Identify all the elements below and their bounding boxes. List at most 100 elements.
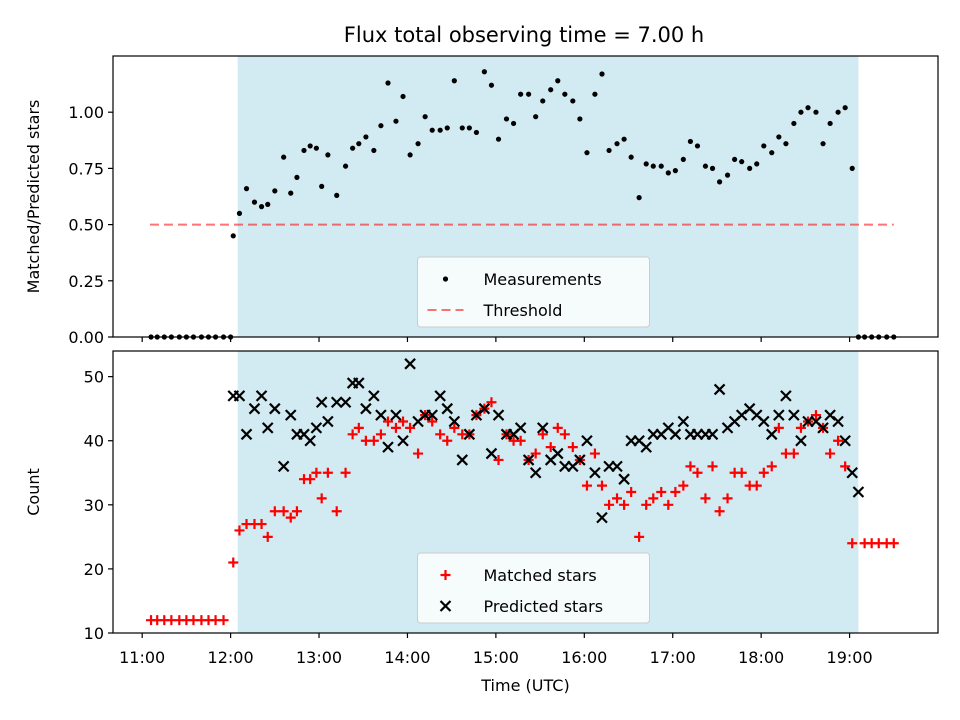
data-point — [700, 493, 711, 504]
data-point — [363, 134, 369, 140]
data-point — [849, 165, 855, 171]
data-point — [656, 487, 667, 497]
data-point — [385, 80, 391, 86]
data-point — [581, 480, 592, 491]
data-point — [581, 434, 593, 447]
data-point — [265, 201, 271, 207]
legend-box — [417, 256, 650, 328]
data-point — [492, 409, 505, 421]
series-matched-stars — [146, 397, 899, 626]
data-point — [285, 512, 296, 523]
legend-label: Measurements — [484, 270, 602, 289]
data-point — [835, 109, 841, 115]
data-point — [555, 78, 561, 84]
data-point — [449, 422, 460, 433]
data-point — [390, 409, 402, 421]
legend: Matched stars Predicted stars — [417, 552, 650, 624]
data-point — [732, 156, 738, 163]
data-point — [243, 186, 250, 192]
data-point — [378, 123, 384, 129]
y-tick-label: 1.00 — [68, 103, 104, 122]
data-point — [383, 416, 393, 427]
data-point — [713, 383, 726, 396]
data-point — [536, 422, 549, 434]
data-point — [545, 442, 556, 453]
data-point — [813, 109, 819, 115]
data-point — [277, 460, 290, 473]
data-point — [240, 428, 253, 441]
data-point — [478, 402, 491, 415]
y-tick-label: 30 — [84, 496, 104, 515]
data-point — [559, 429, 570, 440]
data-point — [765, 428, 778, 441]
data-point — [301, 147, 307, 154]
data-point — [694, 143, 701, 149]
data-point — [599, 71, 605, 77]
data-point — [473, 129, 480, 136]
data-point — [269, 506, 280, 517]
data-point — [634, 531, 645, 542]
data-point — [570, 98, 576, 104]
data-point — [442, 435, 453, 446]
data-point — [315, 396, 328, 409]
data-point — [795, 422, 806, 433]
data-point — [466, 125, 472, 131]
data-point — [606, 147, 612, 154]
data-point — [304, 434, 316, 447]
data-point — [413, 448, 424, 459]
data-point — [251, 199, 258, 205]
count-panel: 10 20 30 40 50 11:00 12:00 13:00 14:00 15:00 16:00… — [24, 350, 939, 695]
data-point — [687, 138, 694, 145]
data-point — [672, 168, 678, 174]
data-point — [407, 152, 413, 158]
x-tick-label: 14:00 — [384, 648, 430, 667]
data-point — [322, 415, 334, 428]
data-point — [614, 141, 620, 147]
data-point — [670, 487, 681, 497]
data-point — [537, 429, 548, 440]
data-point — [596, 480, 607, 491]
data-point — [262, 531, 273, 542]
data-point — [493, 454, 504, 465]
data-point — [567, 442, 578, 453]
data-point — [533, 114, 539, 120]
data-point — [347, 429, 358, 440]
data-point — [405, 422, 416, 433]
data-point — [514, 422, 527, 434]
data-point — [485, 447, 498, 460]
data-point — [459, 125, 465, 131]
data-point — [481, 69, 487, 75]
data-point — [503, 116, 510, 122]
data-point — [709, 165, 716, 171]
data-point — [353, 377, 365, 389]
data-point — [736, 467, 747, 478]
data-point — [611, 460, 623, 473]
x-tick-label: 11:00 — [119, 648, 165, 667]
y-axis-label: Matched/Predicted stars — [24, 100, 43, 294]
data-point — [435, 429, 446, 440]
legend-label: Predicted stars — [484, 597, 604, 616]
data-point — [791, 120, 797, 127]
data-point — [724, 172, 731, 178]
y-tick-label: 50 — [84, 368, 104, 387]
data-point — [233, 390, 246, 402]
data-point — [330, 396, 343, 409]
data-point — [833, 435, 844, 446]
data-point — [562, 91, 568, 97]
data-point — [621, 136, 627, 142]
data-point — [375, 409, 387, 421]
data-point — [371, 147, 377, 154]
data-point — [437, 127, 443, 133]
data-point — [758, 467, 769, 478]
data-point — [368, 390, 380, 402]
data-point — [707, 461, 718, 472]
data-point — [663, 499, 674, 510]
data-point — [427, 416, 438, 427]
data-point — [311, 467, 322, 478]
data-point — [722, 493, 733, 504]
data-point — [368, 435, 379, 446]
data-point — [776, 134, 782, 140]
data-point — [319, 183, 325, 189]
data-point — [269, 402, 281, 415]
